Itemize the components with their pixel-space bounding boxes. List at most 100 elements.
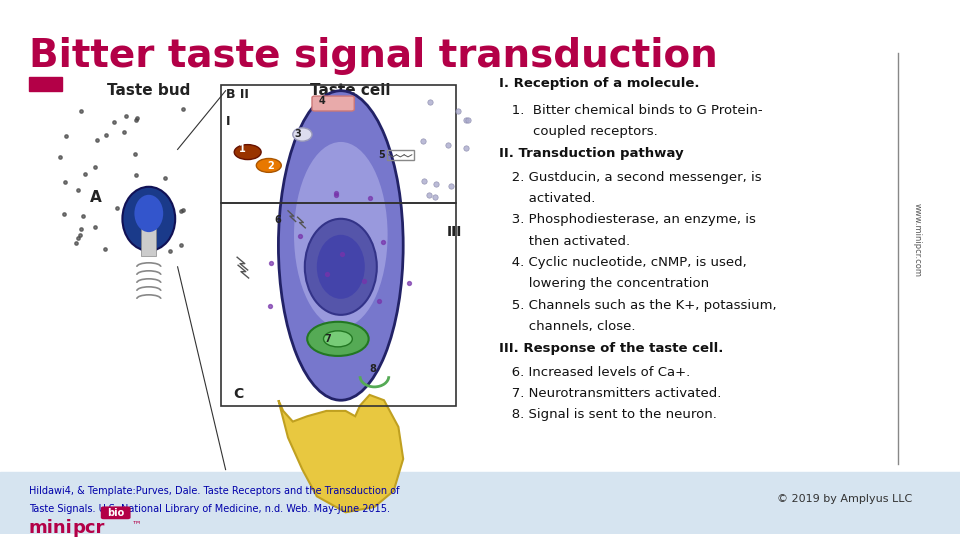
- Circle shape: [324, 331, 352, 347]
- Text: I. Reception of a molecule.: I. Reception of a molecule.: [499, 77, 700, 90]
- Text: channels, close.: channels, close.: [499, 320, 636, 333]
- Point: [356, 277, 372, 286]
- FancyBboxPatch shape: [312, 96, 354, 111]
- Point: [87, 222, 103, 231]
- Text: 6. Increased levels of Ca+.: 6. Increased levels of Ca+.: [499, 366, 690, 379]
- Point: [293, 232, 308, 240]
- Text: Taste bud: Taste bud: [108, 83, 190, 98]
- Text: © 2019 by Amplyus LLC: © 2019 by Amplyus LLC: [778, 494, 912, 504]
- Point: [328, 191, 344, 200]
- Text: 3: 3: [294, 130, 301, 139]
- Point: [68, 239, 84, 247]
- Point: [157, 174, 173, 183]
- Bar: [29, 77, 62, 91]
- Point: [58, 178, 73, 186]
- Point: [162, 247, 178, 255]
- Ellipse shape: [317, 235, 365, 299]
- Point: [76, 211, 91, 220]
- Point: [173, 206, 188, 215]
- Point: [428, 179, 444, 188]
- Point: [263, 302, 278, 311]
- FancyBboxPatch shape: [101, 507, 131, 519]
- Point: [175, 104, 190, 113]
- Text: III: III: [446, 225, 462, 239]
- Point: [99, 131, 114, 140]
- Text: 1: 1: [238, 144, 246, 154]
- Point: [363, 193, 378, 202]
- Point: [458, 115, 473, 124]
- Point: [145, 237, 160, 246]
- Ellipse shape: [294, 142, 388, 328]
- Text: A: A: [90, 190, 102, 205]
- Text: Taste cell: Taste cell: [310, 83, 391, 98]
- Text: 1.  Bitter chemical binds to G Protein-: 1. Bitter chemical binds to G Protein-: [499, 104, 763, 117]
- Point: [56, 210, 71, 219]
- Point: [417, 177, 432, 185]
- Circle shape: [307, 322, 369, 356]
- Point: [328, 188, 344, 197]
- Text: I: I: [226, 114, 230, 128]
- Point: [372, 297, 387, 306]
- Point: [334, 249, 349, 258]
- Text: Hildawi4, & Template:Purves, Dale. Taste Receptors and the Transduction of: Hildawi4, & Template:Purves, Dale. Taste…: [29, 485, 399, 496]
- Text: 8. Signal is sent to the neuron.: 8. Signal is sent to the neuron.: [499, 408, 717, 421]
- Point: [97, 245, 112, 254]
- Point: [109, 203, 125, 212]
- Text: Taste Signals. U.S. National Library of Medicine, n.d. Web. May-June 2015.: Taste Signals. U.S. National Library of …: [29, 504, 390, 514]
- Text: pcr: pcr: [72, 519, 105, 537]
- Point: [173, 241, 188, 249]
- Point: [421, 191, 437, 200]
- Polygon shape: [278, 395, 403, 512]
- Point: [152, 194, 167, 202]
- Point: [128, 150, 143, 158]
- Point: [59, 132, 74, 140]
- Point: [53, 153, 68, 161]
- Text: 7: 7: [324, 334, 331, 344]
- Point: [427, 193, 443, 201]
- Ellipse shape: [123, 187, 176, 251]
- Point: [401, 279, 417, 288]
- Point: [116, 128, 132, 137]
- Text: lowering the concentration: lowering the concentration: [499, 278, 709, 291]
- Point: [461, 116, 476, 124]
- Text: 4. Cyclic nucleotide, cNMP, is used,: 4. Cyclic nucleotide, cNMP, is used,: [499, 256, 747, 269]
- Text: II. Transduction pathway: II. Transduction pathway: [499, 147, 684, 160]
- Point: [263, 259, 278, 267]
- Text: C: C: [233, 387, 244, 401]
- Circle shape: [256, 159, 281, 172]
- Ellipse shape: [134, 195, 163, 232]
- Point: [422, 97, 438, 106]
- Text: activated.: activated.: [499, 192, 595, 205]
- Circle shape: [234, 145, 261, 159]
- Point: [444, 181, 459, 190]
- Text: 5. Channels such as the K+, potassium,: 5. Channels such as the K+, potassium,: [499, 299, 777, 312]
- Text: 5: 5: [378, 150, 386, 160]
- Point: [459, 144, 474, 153]
- Point: [142, 213, 157, 222]
- Text: 2: 2: [267, 161, 275, 172]
- Ellipse shape: [304, 219, 376, 315]
- Point: [70, 186, 85, 195]
- Text: 8: 8: [369, 364, 376, 374]
- Point: [176, 205, 191, 214]
- Point: [127, 199, 142, 207]
- Point: [450, 107, 466, 116]
- Point: [441, 140, 456, 149]
- Text: B II: B II: [226, 88, 249, 101]
- Point: [74, 224, 89, 233]
- Point: [106, 118, 121, 127]
- Point: [118, 111, 133, 120]
- Point: [128, 116, 143, 125]
- Text: III. Response of the taste cell.: III. Response of the taste cell.: [499, 341, 724, 355]
- Text: 2. Gustducin, a second messenger, is: 2. Gustducin, a second messenger, is: [499, 171, 762, 184]
- Bar: [0, 472, 960, 534]
- Text: 4: 4: [318, 97, 325, 106]
- Bar: [141, 230, 156, 256]
- Point: [319, 270, 334, 279]
- Point: [74, 107, 89, 116]
- Ellipse shape: [293, 128, 312, 141]
- Ellipse shape: [278, 91, 403, 400]
- Text: coupled receptors.: coupled receptors.: [499, 125, 658, 138]
- Text: ™: ™: [132, 519, 141, 529]
- Text: then activated.: then activated.: [499, 235, 631, 248]
